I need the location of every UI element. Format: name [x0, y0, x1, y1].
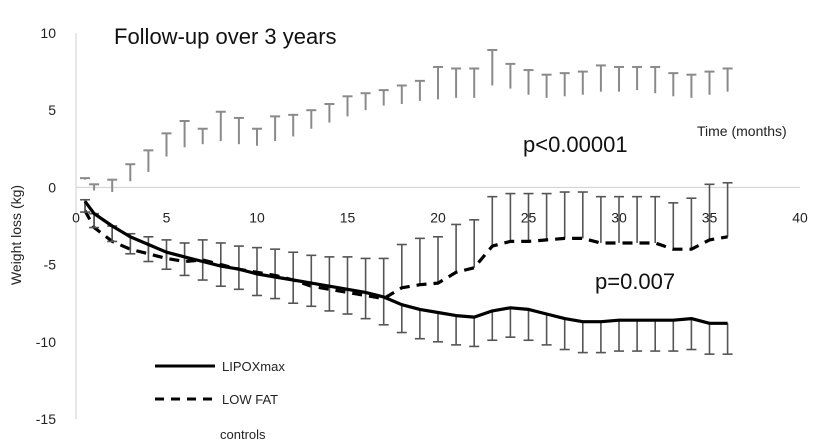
lipoxmax-series	[80, 200, 733, 355]
x-tick-label: 20	[430, 209, 446, 225]
p-value-diets: p=0.007	[595, 269, 675, 294]
y-axis-label: Weight loss (kg)	[8, 185, 24, 285]
x-tick-label: 10	[249, 209, 265, 225]
y-tick-label: 10	[40, 25, 56, 41]
legend: LIPOXmax LOW FAT controls	[155, 359, 285, 442]
x-tick-label: 0	[72, 209, 80, 225]
y-tick-label: -15	[36, 411, 56, 427]
legend-label-lipoxmax: LIPOXmax	[222, 359, 285, 374]
y-tick-label: 5	[48, 102, 56, 118]
x-axis-label: Time (months)	[697, 123, 787, 139]
x-tick-label: 5	[163, 209, 171, 225]
controls-series	[80, 48, 733, 193]
y-tick-label: -5	[44, 257, 57, 273]
low-fat-series	[80, 181, 733, 301]
chart-title: Follow-up over 3 years	[114, 24, 337, 49]
low-fat-line	[83, 209, 728, 301]
legend-label-low-fat: LOW FAT	[222, 392, 278, 407]
x-tick-label: 40	[792, 209, 808, 225]
y-tick-label: 0	[48, 179, 56, 195]
y-tick-label: -10	[36, 334, 56, 350]
legend-label-controls: controls	[220, 427, 266, 442]
p-value-controls: p<0.00001	[523, 132, 628, 157]
lipoxmax-line	[83, 200, 728, 325]
x-tick-label: 15	[340, 209, 356, 225]
